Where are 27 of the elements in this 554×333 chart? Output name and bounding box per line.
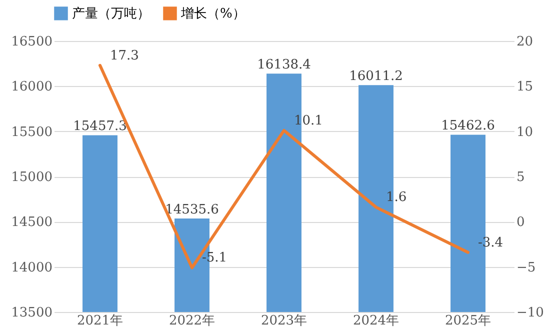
data-label: 17.3 bbox=[110, 48, 139, 64]
y2-tick-label: −5 bbox=[516, 260, 536, 276]
x-tick-label: 2021年 bbox=[76, 314, 124, 328]
x-tick-label: 2022年 bbox=[168, 314, 216, 328]
y-tick-label: 15000 bbox=[11, 170, 52, 185]
x-tick-label: 2024年 bbox=[352, 314, 400, 328]
y2-tick-label: 20 bbox=[516, 34, 534, 50]
y-tick-label: 15500 bbox=[11, 124, 52, 140]
legend-label: 产量（万吨） bbox=[72, 6, 150, 22]
data-label: 16138.4 bbox=[257, 58, 311, 73]
y2-tick-label: 0 bbox=[516, 215, 525, 230]
y-tick-label: 13500 bbox=[11, 306, 52, 320]
data-label: 14535.6 bbox=[165, 202, 219, 218]
y-tick-label: 16000 bbox=[11, 80, 52, 95]
x-tick-label: 2025年 bbox=[444, 314, 492, 328]
y-tick-label: 14000 bbox=[11, 260, 52, 276]
data-label: 16011.2 bbox=[349, 69, 403, 84]
y2-tick-label: −10 bbox=[516, 306, 544, 320]
data-label: 15462.6 bbox=[441, 118, 495, 134]
data-label: 15457.3 bbox=[73, 119, 127, 134]
y-tick-label: 16500 bbox=[11, 34, 52, 50]
y2-tick-label: 5 bbox=[516, 170, 525, 185]
legend-label: 增长（%） bbox=[180, 6, 246, 22]
y2-tick-label: 10 bbox=[516, 124, 534, 140]
y-tick-label: 14500 bbox=[11, 215, 52, 230]
y2-tick-label: 15 bbox=[516, 80, 534, 95]
x-tick-label: 2023年 bbox=[260, 314, 308, 328]
